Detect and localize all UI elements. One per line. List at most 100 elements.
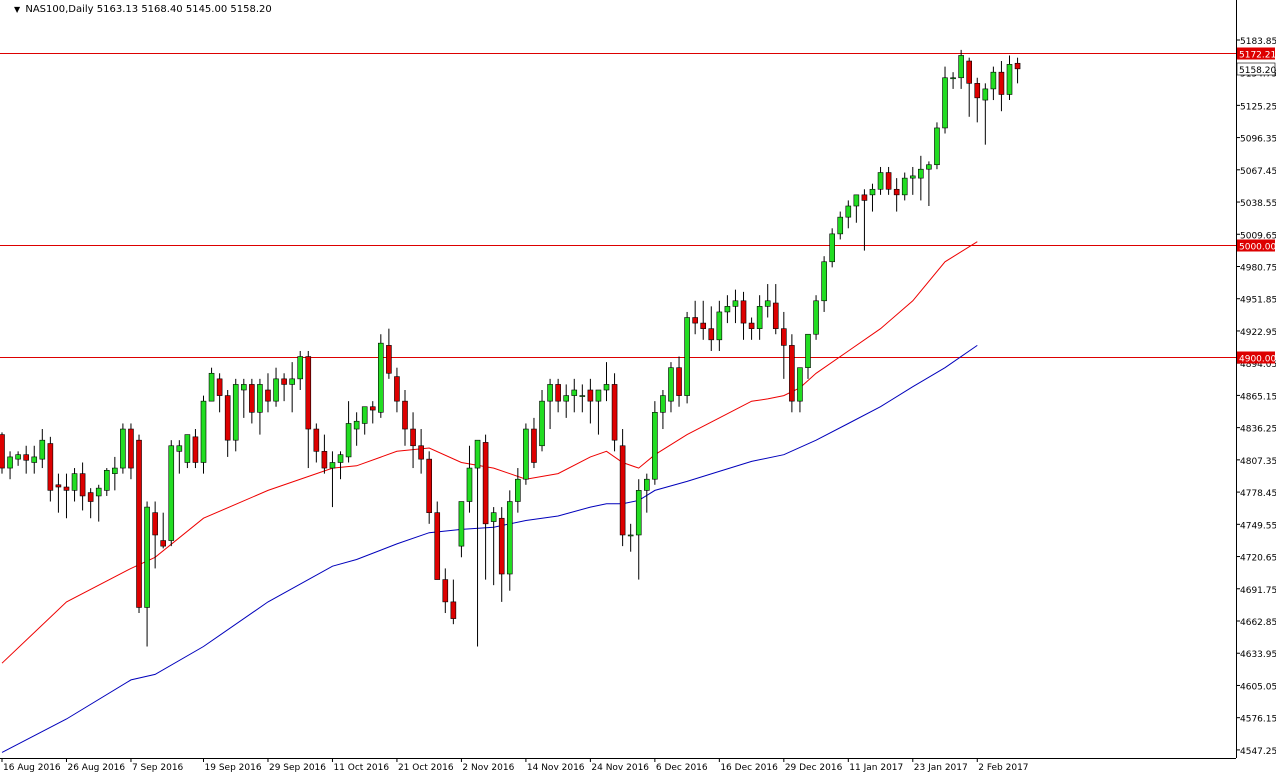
candle-body <box>539 400 545 447</box>
candle <box>168 440 175 547</box>
candle-body <box>869 188 876 196</box>
candle-body <box>482 442 489 525</box>
candle <box>700 300 707 340</box>
candle-body <box>208 372 215 402</box>
candle <box>571 378 578 413</box>
candle <box>402 390 408 446</box>
candle <box>748 317 755 340</box>
candle <box>909 166 916 195</box>
candle-body <box>224 395 231 441</box>
candle <box>184 434 191 469</box>
candle <box>764 284 771 318</box>
candle <box>829 228 835 268</box>
candle-body <box>829 233 835 263</box>
candle <box>482 434 489 580</box>
x-tick-label: 21 Oct 2016 <box>398 763 454 773</box>
candle <box>990 66 997 101</box>
triangle-down-icon[interactable]: ▼ <box>14 5 21 14</box>
candle-body <box>136 439 142 608</box>
x-tick-label: 6 Dec 2016 <box>656 763 708 773</box>
candle-body <box>515 478 521 502</box>
candle <box>813 295 819 340</box>
candle-body <box>79 473 86 497</box>
candle <box>506 490 513 591</box>
candle <box>893 178 900 212</box>
candle-body <box>87 492 94 502</box>
candle-body <box>877 172 884 190</box>
candle-body <box>966 60 973 84</box>
candle <box>15 451 21 466</box>
y-tick-label: 4836.25 <box>1240 425 1276 435</box>
x-tick-label: 24 Nov 2016 <box>591 763 649 773</box>
candle-body <box>708 328 715 341</box>
candle-body <box>353 420 360 430</box>
candle <box>281 373 287 402</box>
candle-body <box>55 484 62 488</box>
level-label-box <box>1237 239 1275 252</box>
candle <box>885 166 892 195</box>
y-tick-label: 4547.25 <box>1240 747 1276 757</box>
candle <box>934 122 940 170</box>
y-tick-label: 4951.85 <box>1240 296 1276 306</box>
y-tick-label: 4720.65 <box>1240 554 1276 564</box>
y-tick-label: 4605.05 <box>1240 682 1276 692</box>
candle <box>603 362 610 402</box>
candle-body <box>15 454 21 460</box>
candle <box>869 183 876 212</box>
candle <box>660 390 666 430</box>
candle-body <box>474 439 481 469</box>
x-tick-label: 19 Sep 2016 <box>205 763 262 773</box>
candle <box>63 473 70 519</box>
candle-body <box>337 454 344 463</box>
x-tick-label: 7 Sep 2016 <box>132 763 184 773</box>
candle-body <box>192 436 199 463</box>
y-tick-label: 4894.05 <box>1240 360 1276 370</box>
x-tick-label: 11 Oct 2016 <box>333 763 389 773</box>
x-tick-label: 2 Nov 2016 <box>462 763 514 773</box>
candle-body <box>71 473 78 491</box>
candle-body <box>587 389 594 402</box>
y-tick-label: 4749.55 <box>1240 521 1276 531</box>
candle-body <box>619 445 626 536</box>
candle-body <box>249 384 255 413</box>
candle-body <box>434 512 441 580</box>
ohlc-readout: 5163.13 5168.40 5145.00 5158.20 <box>96 4 272 15</box>
candle <box>136 434 142 614</box>
candle <box>71 468 78 502</box>
candle <box>877 166 884 195</box>
candle <box>861 189 868 251</box>
candle-body <box>103 469 110 491</box>
candle <box>87 488 94 519</box>
symbol-label: NAS100,Daily <box>25 4 94 15</box>
candle <box>321 434 328 474</box>
candle-body <box>942 77 948 129</box>
candle-body <box>918 168 924 179</box>
candle-body <box>7 456 13 469</box>
candle-body <box>466 467 473 502</box>
candle-body <box>265 389 271 402</box>
candle-body <box>555 384 561 402</box>
candle-body <box>958 55 964 79</box>
candle <box>345 401 352 463</box>
candle <box>789 334 795 413</box>
candle <box>974 77 981 123</box>
candle <box>926 161 932 206</box>
candle-body <box>160 540 166 547</box>
candle-body <box>934 127 940 166</box>
candle-body <box>821 261 827 302</box>
y-tick-label: 4980.75 <box>1240 263 1276 273</box>
candle-body <box>297 356 304 380</box>
candle <box>668 362 674 413</box>
candle-body <box>418 445 424 460</box>
candle-body <box>506 501 513 575</box>
candle <box>232 378 239 452</box>
candle <box>216 373 223 413</box>
candle <box>442 568 449 614</box>
candle <box>353 412 360 446</box>
level-label-text: 5000.00 <box>1239 243 1276 253</box>
candle <box>805 333 811 379</box>
moving-average-slow <box>1 344 978 753</box>
x-tick-label: 11 Jan 2017 <box>849 763 903 773</box>
